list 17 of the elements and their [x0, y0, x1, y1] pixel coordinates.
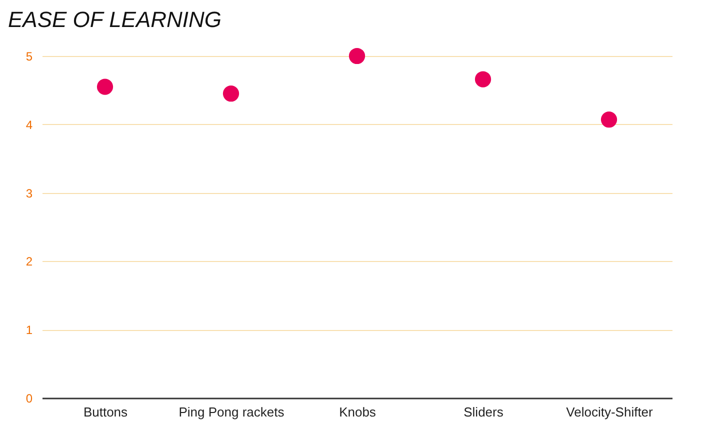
x-tick-label: Buttons: [83, 404, 128, 420]
point: [222, 86, 240, 102]
y-tick-label: 4: [26, 118, 33, 132]
x-tick-label: Velocity-Shifter: [566, 404, 654, 420]
y-tick-label: 2: [26, 254, 33, 269]
y-tick-label: 3: [26, 186, 33, 200]
point: [474, 71, 492, 88]
x-tick-label: Sliders: [464, 404, 504, 420]
point: [96, 78, 114, 95]
x-tick-label: Ping Pong rackets: [178, 404, 285, 420]
chart-title: EASE OF LEARNING: [8, 6, 222, 32]
y-tick-label: 0: [26, 392, 33, 406]
y-tick-label: 5: [26, 50, 33, 64]
y-tick-label: 1: [26, 323, 33, 338]
point: [348, 48, 366, 64]
point: [600, 112, 618, 128]
x-tick-label: Knobs: [339, 404, 376, 420]
